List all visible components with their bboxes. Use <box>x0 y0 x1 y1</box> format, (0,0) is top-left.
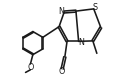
Text: S: S <box>92 3 97 12</box>
Text: N: N <box>59 7 65 16</box>
Text: O: O <box>59 67 65 76</box>
Text: N: N <box>78 38 84 47</box>
Text: O: O <box>27 63 34 72</box>
